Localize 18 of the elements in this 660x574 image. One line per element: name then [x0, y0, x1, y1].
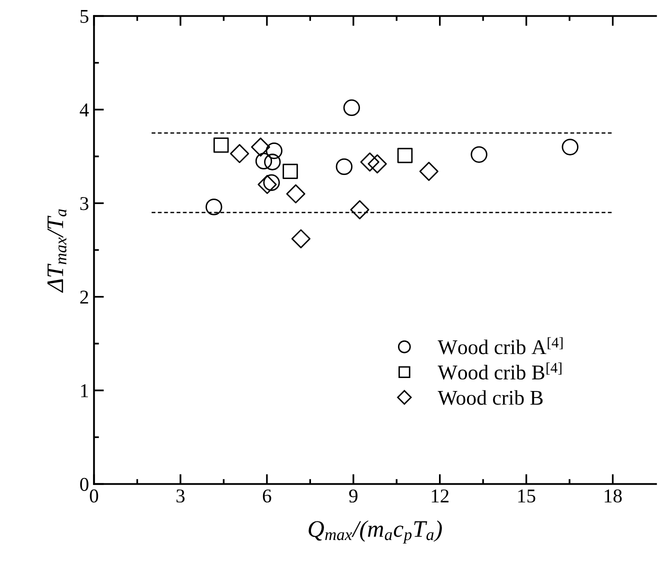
y-tick-label: 4: [80, 104, 89, 116]
x-tick-label: 15: [518, 490, 536, 503]
text: Q$_{max}$/(m$_{a}$c$_{p}$T$_{a}$): [308, 520, 442, 544]
y-tick-label: 2: [80, 290, 88, 304]
legend-label: Wood crib B: [438, 390, 543, 405]
legend-label: Wood crib B$^{[4]}$: [438, 362, 562, 380]
y-tick-label: 0: [80, 478, 88, 491]
x-tick-label: 12: [432, 489, 448, 502]
y-axis-title: ΔT$_{max}$/T$_{a}$: [47, 209, 66, 293]
x-tick-label: 9: [349, 489, 358, 503]
x-tick-label: 3: [176, 489, 185, 503]
x-tick-label: 6: [262, 489, 272, 503]
y-tick-label: 3: [80, 197, 88, 210]
y-tick-label: 1: [81, 384, 88, 398]
y-tick-label: 5: [80, 10, 88, 23]
legend-label: Wood crib A$^{[4]}$: [438, 337, 563, 354]
x-tick-label: 0: [90, 489, 98, 503]
x-tick-label: 18: [604, 489, 622, 503]
